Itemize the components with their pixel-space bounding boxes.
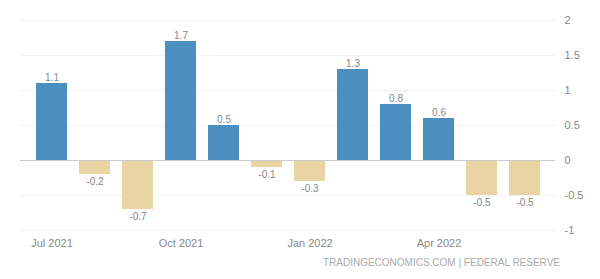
svg-text:Apr 2022: Apr 2022 <box>417 237 462 249</box>
svg-text:0: 0 <box>565 154 571 166</box>
svg-text:Oct 2021: Oct 2021 <box>159 237 204 249</box>
svg-text:0.8: 0.8 <box>389 93 403 104</box>
svg-text:-0.1: -0.1 <box>258 169 276 180</box>
svg-text:1.1: 1.1 <box>45 72 59 83</box>
svg-text:-0.3: -0.3 <box>301 183 319 194</box>
svg-text:1.3: 1.3 <box>346 58 360 69</box>
svg-text:Jan 2022: Jan 2022 <box>287 237 332 249</box>
svg-text:-1: -1 <box>565 224 575 236</box>
svg-text:0.5: 0.5 <box>217 114 231 125</box>
svg-text:2: 2 <box>565 14 571 26</box>
svg-text:1.5: 1.5 <box>565 49 580 61</box>
svg-text:-0.5: -0.5 <box>473 197 491 208</box>
svg-text:-0.5: -0.5 <box>565 189 584 201</box>
svg-text:-0.7: -0.7 <box>129 211 147 222</box>
svg-text:0.6: 0.6 <box>432 107 446 118</box>
svg-text:-0.5: -0.5 <box>516 197 534 208</box>
html-text:TRADINGECONOMICS.COM | FEDERAL: TRADINGECONOMICS.COM | FEDERAL RESERVE <box>322 257 560 268</box>
svg-text:0.5: 0.5 <box>565 119 580 131</box>
svg-text:1.7: 1.7 <box>174 30 188 41</box>
svg-text:1: 1 <box>565 84 571 96</box>
svg-text:-0.2: -0.2 <box>86 176 104 187</box>
svg-text:Jul 2021: Jul 2021 <box>31 237 73 249</box>
